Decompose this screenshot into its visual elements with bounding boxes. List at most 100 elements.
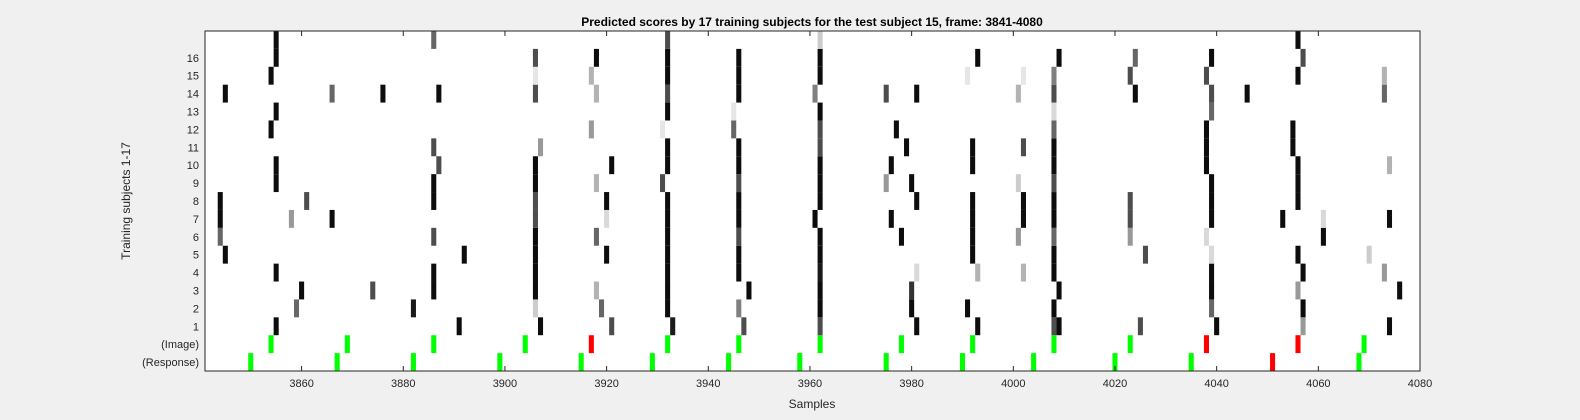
subject-score-cell: [1295, 156, 1301, 175]
subject-score-cell: [599, 299, 605, 318]
subject-score-cell: [532, 192, 538, 210]
subject-score-cell: [273, 48, 279, 67]
subject-score-cell: [736, 174, 742, 193]
x-axis-label: Samples: [789, 397, 836, 411]
subject-score-cell: [593, 227, 599, 246]
response-mark: [334, 353, 340, 371]
subject-score-cell: [975, 263, 981, 282]
subject-score-cell: [741, 317, 747, 336]
subject-score-cell: [665, 299, 671, 318]
response-mark: [883, 353, 889, 371]
subject-score-cell: [532, 48, 538, 67]
subject-score-cell: [217, 209, 223, 228]
subject-score-cell: [1300, 48, 1306, 67]
subject-score-cell: [736, 66, 742, 85]
subject-score-cell: [1020, 263, 1026, 282]
subject-score-cell: [970, 227, 976, 246]
subject-score-cell: [1203, 120, 1210, 139]
subject-score-cell: [1051, 102, 1057, 121]
y-tick-label: 1: [193, 321, 199, 333]
subject-score-cell: [817, 245, 823, 264]
subject-score-cell: [1051, 317, 1057, 336]
subject-score-cell: [914, 263, 920, 282]
subject-score-cell: [1290, 120, 1296, 139]
response-mark: [410, 353, 416, 371]
subject-score-cell: [431, 227, 437, 246]
subject-score-cell: [965, 299, 971, 318]
subject-score-cell: [604, 245, 610, 264]
response-mark: [726, 353, 732, 371]
subject-score-cell: [532, 299, 538, 318]
image-mark: [1361, 335, 1367, 354]
subject-score-cell: [604, 209, 610, 228]
subject-score-cell: [665, 31, 671, 49]
subject-score-cell: [909, 299, 915, 318]
y-tick-label: 6: [193, 232, 199, 244]
subject-score-cell: [1051, 245, 1057, 264]
response-mark: [959, 353, 965, 371]
subject-score-cell: [217, 192, 223, 210]
subject-score-cell: [817, 281, 823, 300]
response-mark: [797, 353, 803, 371]
subject-score-cell: [1056, 281, 1062, 300]
subject-score-cell: [817, 174, 823, 193]
subject-score-cell: [1127, 66, 1133, 85]
subject-score-cell: [1051, 138, 1057, 157]
subject-score-cell: [222, 245, 228, 264]
subject-score-cell: [736, 48, 742, 67]
subject-score-cell: [1203, 227, 1210, 246]
subject-score-cell: [909, 174, 915, 193]
subject-score-cell: [456, 317, 462, 336]
subject-score-cell: [1295, 245, 1301, 264]
subject-score-cell: [736, 192, 742, 210]
subject-score-cell: [665, 227, 671, 246]
subject-score-cell: [1320, 227, 1326, 246]
subject-score-cell: [532, 263, 538, 282]
y-tick-label: 3: [193, 285, 199, 297]
response-mark: [497, 353, 503, 371]
subject-score-cell: [1290, 138, 1296, 157]
x-tick-label: 4020: [1103, 378, 1127, 390]
subject-score-cell: [532, 227, 538, 246]
subject-score-cell: [1381, 66, 1387, 85]
response-mark: [1270, 353, 1276, 371]
y-tick-label: 16: [187, 53, 199, 65]
subject-score-cell: [1209, 84, 1215, 103]
subject-score-cell: [1015, 174, 1021, 193]
image-mark: [665, 335, 671, 354]
subject-score-cell: [532, 66, 538, 85]
subject-score-cell: [909, 281, 915, 300]
chart-title: Predicted scores by 17 training subjects…: [581, 15, 1043, 29]
subject-score-cell: [665, 138, 671, 157]
y-tick-label: (Response): [142, 357, 199, 369]
score-cells: [217, 31, 1403, 371]
subject-score-cell: [370, 281, 376, 300]
subject-score-cell: [1127, 227, 1133, 246]
subject-score-cell: [1209, 245, 1215, 264]
image-mark: [1051, 335, 1057, 354]
subject-score-cell: [736, 209, 742, 228]
subject-score-cell: [1295, 281, 1301, 300]
subject-score-cell: [665, 281, 671, 300]
subject-score-cell: [436, 84, 442, 103]
x-tick-label: 4080: [1408, 378, 1432, 390]
response-mark: [578, 353, 584, 371]
y-tick-label: 7: [193, 214, 199, 226]
subject-score-cell: [431, 281, 437, 300]
subject-score-cell: [1051, 299, 1057, 318]
subject-score-cell: [665, 192, 671, 210]
subject-score-cell: [1051, 120, 1057, 139]
y-tick-label: 10: [187, 160, 199, 172]
subject-score-cell: [1295, 31, 1301, 49]
subject-score-cell: [1386, 156, 1393, 175]
y-tick-label: 12: [187, 124, 199, 136]
subject-score-cell: [736, 156, 742, 175]
subject-score-cell: [588, 66, 594, 85]
x-tick-label: 3920: [594, 378, 618, 390]
subject-score-cell: [904, 138, 910, 157]
subject-score-cell: [817, 31, 823, 49]
y-tick-label: 4: [193, 268, 199, 280]
subject-score-cell: [431, 263, 437, 282]
y-tick-label: 2: [193, 303, 199, 315]
subject-score-cell: [532, 84, 538, 103]
